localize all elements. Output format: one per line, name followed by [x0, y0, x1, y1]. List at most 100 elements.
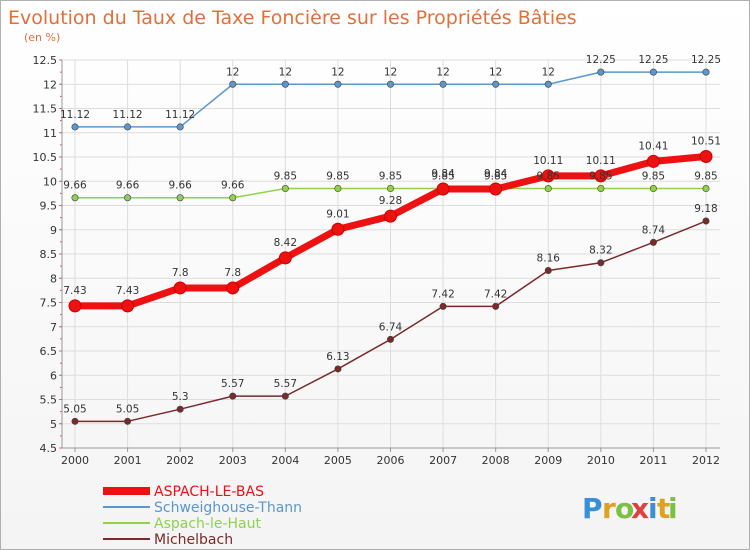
- y-tick-label: 8.5: [40, 248, 58, 261]
- chart-title: Evolution du Taux de Taxe Foncière sur l…: [8, 7, 577, 29]
- x-tick-label: 2010: [587, 454, 615, 467]
- axes: 4.5 5 5.5 6 6.5 7 7.5 8 8.5 9 9.5 10 10.5 11 11.5 12 12.…: [33, 54, 720, 467]
- data-label: 12: [226, 66, 239, 78]
- data-point: [71, 417, 79, 425]
- data-label: 9.85: [589, 171, 612, 183]
- data-label: 7.43: [63, 285, 86, 297]
- data-point: [386, 335, 394, 343]
- data-point: [492, 302, 500, 310]
- data-point: [597, 68, 605, 76]
- data-label: 9.85: [694, 171, 717, 183]
- data-label: 8.16: [537, 252, 561, 264]
- y-tick-label: 7: [50, 321, 57, 334]
- logo-letter: i: [668, 492, 678, 525]
- data-label: 9.01: [326, 208, 349, 220]
- logo-letter: i: [648, 492, 658, 525]
- data-point: [699, 150, 713, 164]
- data-label: 11.12: [165, 109, 195, 121]
- data-label: 12: [331, 66, 344, 78]
- x-tick-label: 2002: [166, 454, 194, 467]
- data-label: 9.28: [379, 195, 402, 207]
- data-label: 11.12: [60, 109, 90, 121]
- data-point: [281, 185, 289, 193]
- data-point: [384, 209, 397, 223]
- data-point: [597, 185, 605, 193]
- data-point: [702, 68, 710, 76]
- data-point: [176, 123, 184, 131]
- data-point: [541, 169, 555, 183]
- data-point: [71, 194, 79, 202]
- x-tick-label: 2007: [429, 454, 457, 467]
- data-label: 10.11: [586, 155, 616, 167]
- data-point: [386, 185, 394, 193]
- logo-letter: t: [657, 492, 670, 525]
- data-point: [386, 80, 394, 88]
- logo-letter: P: [582, 492, 603, 525]
- data-label: 12: [542, 66, 555, 78]
- data-label: 9.66: [116, 180, 140, 192]
- data-point: [71, 123, 79, 131]
- y-tick-label: 10: [43, 175, 57, 188]
- x-tick-label: 2004: [271, 454, 299, 467]
- y-tick-label: 7.5: [40, 297, 58, 310]
- x-tick-label: 2006: [377, 454, 405, 467]
- data-label: 7.8: [172, 267, 189, 279]
- data-point: [173, 281, 187, 295]
- y-tick-label: 10.5: [33, 151, 58, 164]
- logo-letter: o: [615, 492, 634, 525]
- y-tick-label: 12: [43, 78, 57, 91]
- legend-label: Schweighouse-Thann: [154, 500, 302, 516]
- x-tick-label: 2000: [61, 454, 89, 467]
- data-point: [229, 194, 237, 202]
- x-tick-label: 2005: [324, 454, 352, 467]
- data-label: 9.84: [484, 168, 508, 180]
- data-label: 7.8: [224, 267, 241, 279]
- data-point: [121, 299, 135, 313]
- y-tick-label: 8: [50, 272, 57, 285]
- x-tick-label: 2009: [534, 454, 562, 467]
- data-label: 9.18: [694, 203, 717, 215]
- data-label: 5.3: [172, 391, 189, 403]
- data-label: 9.66: [168, 180, 192, 192]
- data-label: 8.42: [274, 237, 297, 249]
- data-point: [439, 80, 447, 88]
- data-label: 12.25: [638, 54, 668, 66]
- logo-letter: x: [631, 492, 649, 525]
- data-label: 5.57: [221, 378, 244, 390]
- data-point: [334, 365, 342, 373]
- data-point: [229, 392, 237, 400]
- x-tick-label: 2011: [639, 454, 667, 467]
- data-point: [649, 185, 657, 193]
- data-point: [281, 80, 289, 88]
- series: [68, 68, 713, 425]
- data-label: 8.74: [642, 224, 666, 236]
- data-point: [229, 80, 237, 88]
- data-point: [594, 169, 608, 183]
- data-point: [176, 405, 184, 413]
- y-tick-label: 5: [50, 418, 57, 431]
- data-label: 11.12: [113, 109, 143, 121]
- data-label: 12: [436, 66, 449, 78]
- y-tick-label: 6: [50, 369, 57, 382]
- y-tick-label: 4.5: [40, 442, 58, 455]
- data-label: 8.32: [589, 245, 612, 257]
- data-label: 5.05: [116, 403, 139, 415]
- y-tick-label: 11: [43, 127, 57, 140]
- data-label: 12: [384, 66, 397, 78]
- data-point: [124, 417, 132, 425]
- data-label: 7.42: [484, 288, 507, 300]
- data-point: [702, 185, 710, 193]
- legend-label: ASPACH-LE-BAS: [154, 484, 264, 500]
- data-label: 10.11: [533, 155, 563, 167]
- y-tick-label: 11.5: [33, 103, 58, 116]
- legend-label: Aspach-le-Haut: [154, 516, 261, 532]
- y-tick-label: 5.5: [40, 394, 58, 407]
- data-point: [439, 302, 447, 310]
- data-point: [334, 80, 342, 88]
- data-label: 10.41: [638, 140, 668, 152]
- data-point: [436, 182, 450, 196]
- data-point: [226, 281, 240, 295]
- data-point: [278, 251, 292, 265]
